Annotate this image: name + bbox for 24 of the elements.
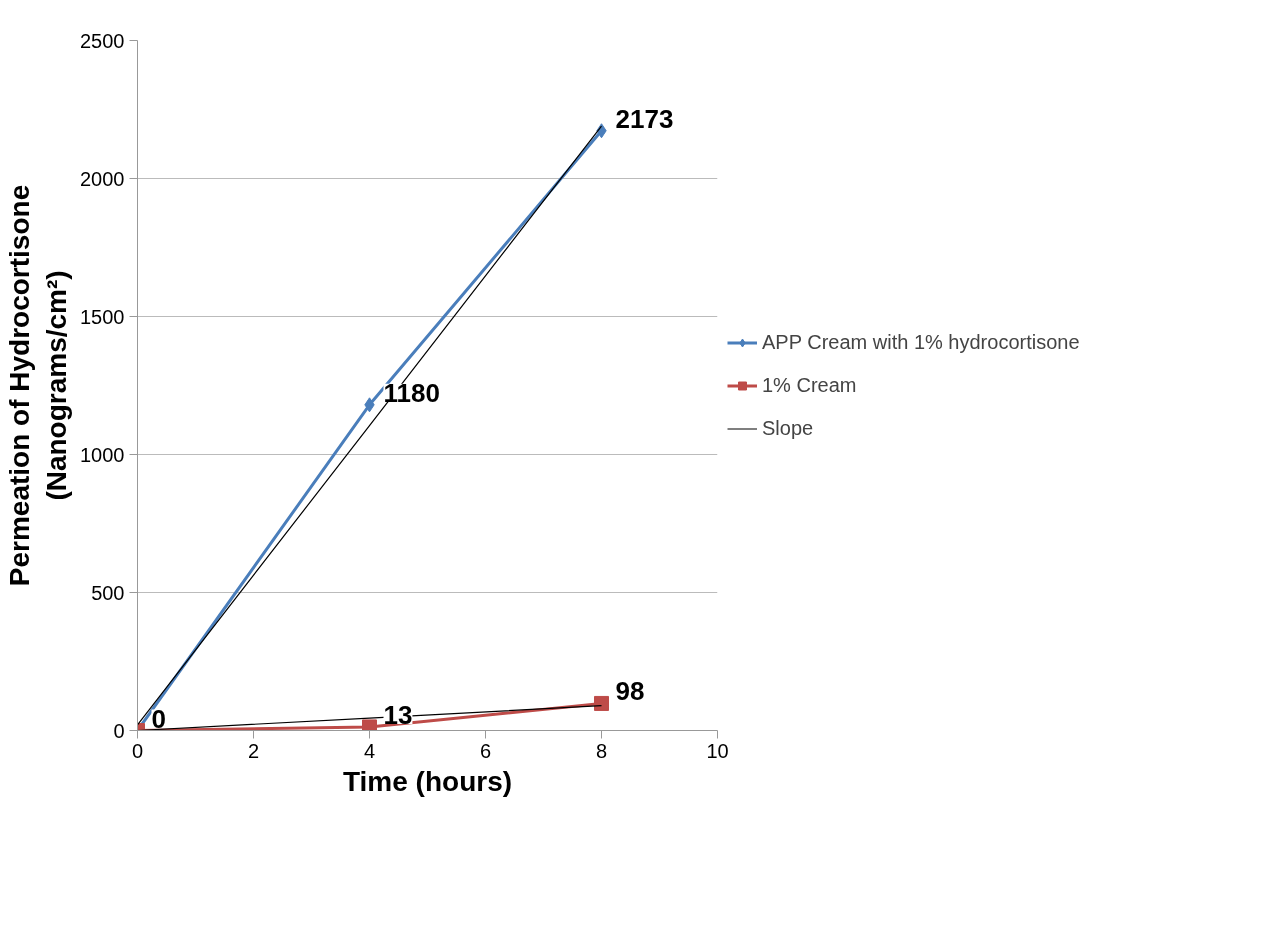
x-tick-label: 0 (131, 739, 144, 762)
y-tick-label: 1500 (80, 305, 125, 328)
x-tick-label: 10 (706, 739, 729, 762)
legend-label: APP Cream with 1% hydrocortisone (762, 330, 1080, 354)
legend-label: Slope (762, 416, 814, 440)
x-tick-label: 8 (595, 739, 608, 762)
y-tick-label: 2500 (80, 29, 125, 52)
point (362, 719, 377, 731)
data-label: 1180 (383, 377, 440, 408)
data-label: 2173 (615, 103, 674, 134)
y-tick-label: 2000 (80, 167, 125, 190)
y-tick-label: 0 (113, 719, 125, 742)
x-axis-title: Time (hours) (342, 765, 513, 797)
y-axis-title: Permeation of Hydrocortisone (Nanograms/cm²) (3, 184, 73, 587)
y-tick-label: 500 (91, 581, 125, 604)
x-tick-label: 2 (247, 739, 260, 762)
y-tick-label: 1000 (80, 443, 125, 466)
x-tick-label: 6 (479, 739, 492, 762)
data-label: 98 (615, 676, 645, 707)
data-label: 13 (383, 699, 413, 730)
data-label: 0 (151, 703, 166, 734)
point (594, 695, 609, 711)
legend-label: 1% Cream (762, 373, 857, 397)
x-tick-label: 4 (363, 739, 376, 762)
